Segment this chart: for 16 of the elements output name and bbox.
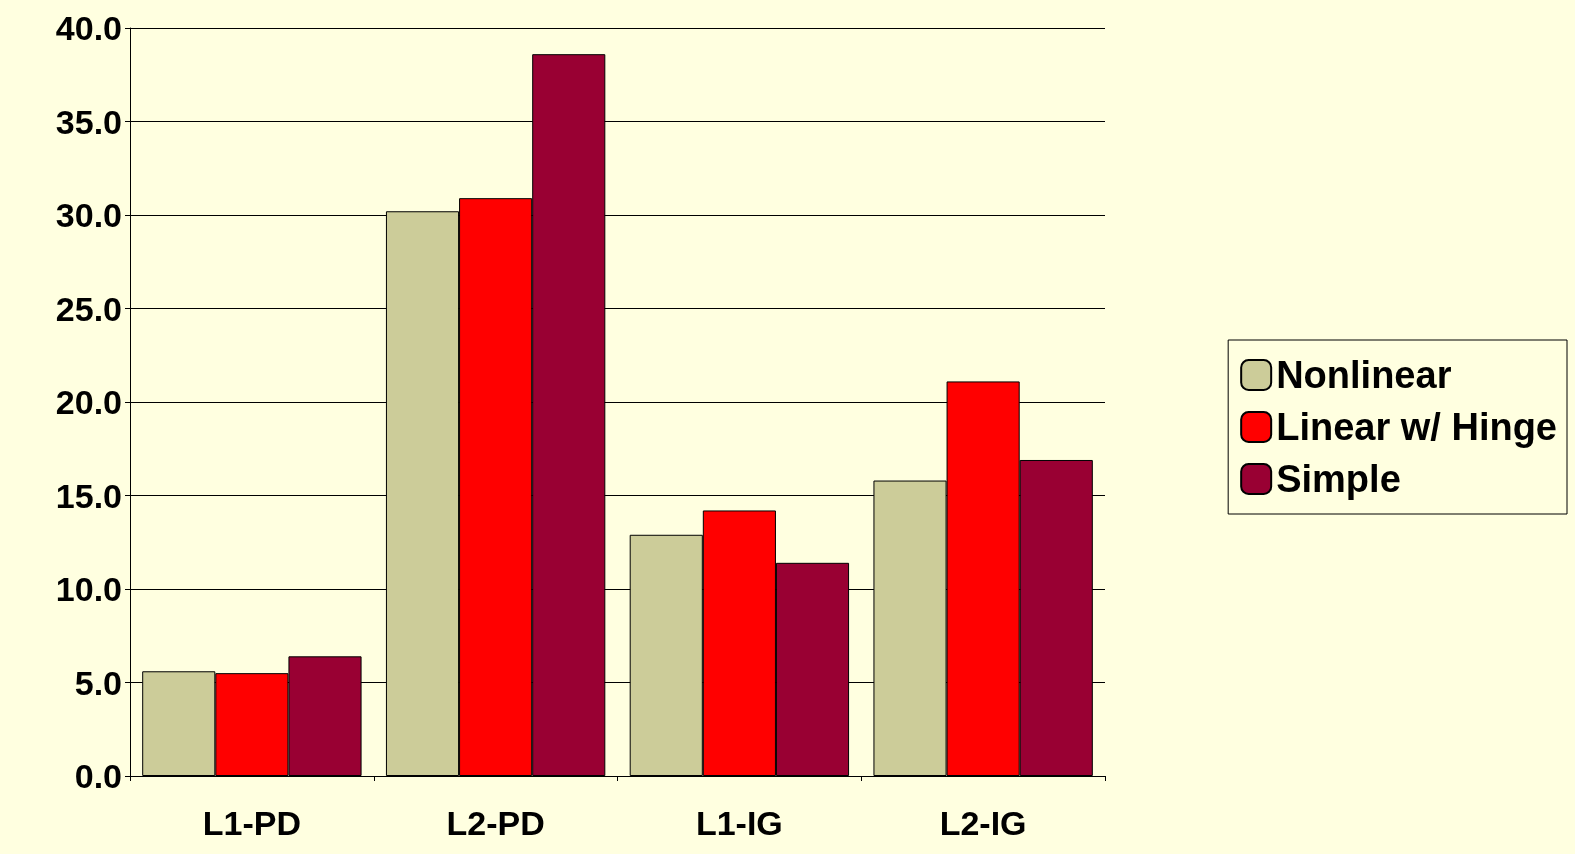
y-tick-label: 35.0: [55, 102, 122, 141]
y-tick-label: 30.0: [55, 196, 122, 234]
y-tick-label: 15.0: [55, 476, 122, 515]
y-tick-label: 0.0: [74, 757, 122, 795]
x-tick-label: L1-IG: [695, 804, 783, 842]
y-tick-label: 20.0: [55, 383, 122, 421]
x-tick-label: L1-PD: [202, 804, 301, 842]
y-tick-label: 25.0: [55, 289, 122, 328]
legend-label: Nonlinear: [1276, 354, 1452, 396]
x-tick-label: L2-PD: [446, 804, 545, 842]
y-tick-label: 10.0: [55, 570, 122, 608]
x-tick-label: L2-IG: [939, 804, 1027, 842]
legend-label: Simple: [1276, 458, 1401, 500]
y-tick-label: 40.0: [55, 9, 122, 47]
y-tick-label: 5.0: [74, 663, 122, 702]
legend-label: Linear w/ Hinge: [1276, 406, 1557, 448]
